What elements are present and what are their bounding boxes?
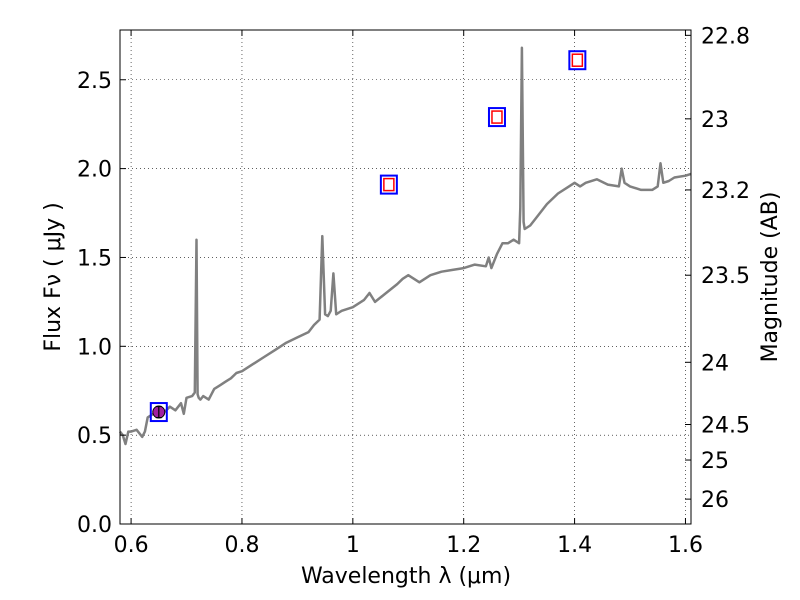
y2-tick-label: 23 <box>701 108 729 133</box>
marker-outer-box <box>487 107 506 128</box>
x-tick-label: 1.2 <box>446 533 481 558</box>
x-tick-label: 0.8 <box>224 533 259 558</box>
x-axis-ticks: 0.6 0.8 1 1.2 1.4 1.6 <box>114 30 703 558</box>
y2-axis-ticks: 22.8 23 23.2 23.5 24 24.5 25 26 <box>685 24 750 513</box>
marker-outer-box <box>149 402 168 423</box>
marker-inner-box <box>571 53 584 67</box>
y-tick-label: 1.0 <box>77 335 112 360</box>
y2-axis-label: Magnitude (AB) <box>758 192 783 363</box>
y-axis-ticks: 0.0 0.5 1.0 1.5 2.0 2.5 <box>77 69 126 538</box>
y2-tick-label: 24 <box>701 351 729 376</box>
y2-tick-label: 25 <box>701 449 729 474</box>
y2-tick-label: 23.5 <box>701 264 750 289</box>
marker-inner-box <box>491 110 503 124</box>
plot-frame <box>119 29 692 525</box>
photometry-point <box>487 107 506 128</box>
x-tick-label: 0.6 <box>114 533 149 558</box>
photometry-point <box>149 402 168 423</box>
spectrum-layer <box>119 46 692 446</box>
marker-outer-box <box>379 174 398 195</box>
x-tick-label: 1.4 <box>557 533 592 558</box>
x-axis-label: Wavelength λ (μm) <box>301 564 511 589</box>
y-tick-label: 1.5 <box>77 246 112 271</box>
y-tick-label: 2.5 <box>77 69 112 94</box>
y-tick-label: 0.5 <box>77 424 112 449</box>
spectrum-line <box>119 46 692 446</box>
x-tick-label: 1.6 <box>668 533 703 558</box>
y2-tick-label: 24.5 <box>701 413 750 438</box>
y2-tick-label: 22.8 <box>701 24 750 49</box>
photometry-markers <box>149 50 587 423</box>
photometry-point <box>568 50 587 71</box>
x-tick-label: 1 <box>346 533 360 558</box>
marker-inner-box <box>383 177 395 192</box>
marker-outer-box <box>568 50 587 71</box>
y2-tick-label: 26 <box>701 488 729 513</box>
y-axis-label: Flux Fν ( μJy ) <box>41 202 66 351</box>
y2-tick-label: 23.2 <box>701 179 750 204</box>
photometry-point <box>379 174 398 195</box>
y-tick-label: 2.0 <box>77 158 112 183</box>
y-tick-label: 0.0 <box>77 513 112 538</box>
